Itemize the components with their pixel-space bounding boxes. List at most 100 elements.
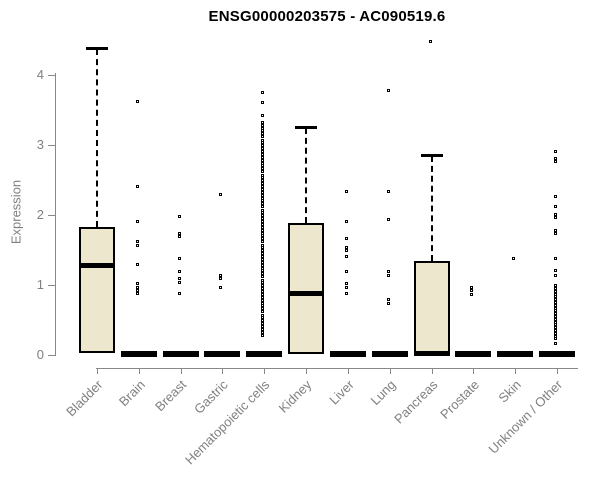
outlier-point (178, 292, 181, 295)
outlier-point (178, 257, 181, 260)
x-axis-tick (222, 369, 223, 374)
outlier-point (219, 277, 222, 280)
zero-bar (372, 351, 408, 357)
outlier-point (261, 185, 264, 188)
outlier-point (554, 301, 557, 304)
outlier-point (136, 282, 139, 285)
box (414, 261, 450, 354)
outlier-point (261, 223, 264, 226)
outlier-point (554, 274, 557, 277)
outlier-point (387, 190, 390, 193)
outlier-point (554, 298, 557, 301)
outlier-point (345, 249, 348, 252)
outlier-point (554, 332, 557, 335)
outlier-point (554, 160, 557, 163)
outlier-point (136, 292, 139, 295)
whisker-line (305, 128, 307, 223)
outlier-point (261, 182, 264, 185)
outlier-point (261, 255, 264, 258)
outlier-point (554, 309, 557, 312)
outlier-point (261, 269, 264, 272)
outlier-point (387, 274, 390, 277)
outlier-point (261, 275, 264, 278)
outlier-point (261, 129, 264, 132)
x-axis-label: Skin (495, 377, 524, 406)
outlier-point (261, 156, 264, 159)
outlier-point (261, 249, 264, 252)
x-axis-label: Brain (115, 377, 148, 410)
outlier-point (261, 132, 264, 135)
outlier-point (512, 257, 515, 260)
x-axis-tick (181, 369, 182, 374)
outlier-point (387, 302, 390, 305)
outlier-point (261, 141, 264, 144)
outlier-point (261, 234, 264, 237)
whisker-line (431, 156, 433, 261)
outlier-point (554, 205, 557, 208)
outlier-point (470, 293, 473, 296)
outlier-point (345, 220, 348, 223)
x-axis-label: Gastric (190, 377, 231, 417)
outlier-point (261, 252, 264, 255)
outlier-point (219, 286, 222, 289)
outlier-point (261, 91, 264, 94)
outlier-point (387, 218, 390, 221)
y-axis-tick-label: 1 (36, 277, 44, 292)
y-axis-tick (48, 75, 55, 76)
outlier-point (136, 185, 139, 188)
outlier-point (261, 296, 264, 299)
outlier-point (261, 214, 264, 217)
zero-bar (455, 351, 491, 357)
outlier-point (136, 240, 139, 243)
x-axis-label: Lung (367, 377, 399, 409)
y-axis-tick-label: 3 (36, 137, 44, 152)
outlier-point (261, 258, 264, 261)
x-axis-tick (139, 369, 140, 374)
zero-bar (204, 351, 240, 357)
outlier-point (554, 318, 557, 321)
outlier-point (429, 40, 432, 43)
outlier-point (387, 89, 390, 92)
outlier-point (261, 284, 264, 287)
outlier-point (261, 114, 264, 117)
outlier-point (261, 237, 264, 240)
outlier-point (178, 215, 181, 218)
outlier-point (136, 289, 139, 292)
outlier-point (554, 216, 557, 219)
outlier-point (261, 240, 264, 243)
outlier-point (136, 100, 139, 103)
zero-bar (246, 351, 282, 357)
y-axis-tick-label: 2 (36, 207, 44, 222)
outlier-point (136, 244, 139, 247)
outlier-point (178, 270, 181, 273)
x-axis-tick (348, 369, 349, 374)
outlier-point (554, 284, 557, 287)
outlier-point (261, 167, 264, 170)
outlier-point (261, 287, 264, 290)
outlier-point (554, 315, 557, 318)
outlier-point (261, 202, 264, 205)
x-axis-tick (515, 369, 516, 374)
y-axis-line (55, 73, 56, 356)
whisker-cap (295, 126, 317, 129)
outlier-point (261, 229, 264, 232)
zero-bar (330, 351, 366, 357)
x-axis-label: Bladder (63, 377, 106, 420)
outlier-point (345, 190, 348, 193)
outlier-point (554, 312, 557, 315)
outlier-point (178, 281, 181, 284)
outlier-point (261, 159, 264, 162)
outlier-point (554, 257, 557, 260)
outlier-point (261, 135, 264, 138)
x-axis-tick (264, 369, 265, 374)
outlier-point (178, 277, 181, 280)
whisker-cap (421, 154, 443, 157)
zero-bar (163, 351, 199, 357)
outlier-point (261, 220, 264, 223)
zero-bar (121, 351, 157, 357)
outlier-point (345, 255, 348, 258)
outlier-point (387, 270, 390, 273)
x-axis-label: Unknown / Other (486, 377, 566, 457)
